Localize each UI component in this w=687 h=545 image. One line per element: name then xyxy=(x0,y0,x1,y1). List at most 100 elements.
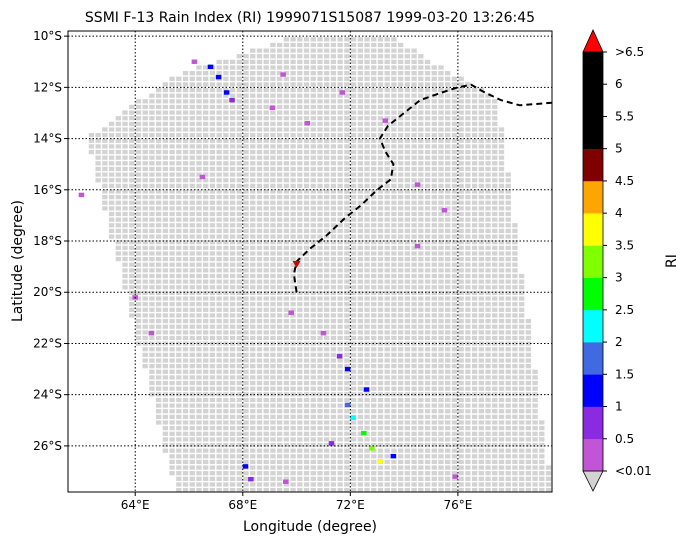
swath-pixel xyxy=(391,42,397,48)
swath-pixel xyxy=(357,110,363,115)
swath-pixel xyxy=(297,380,303,386)
swath-pixel xyxy=(498,194,505,200)
swath-pixel xyxy=(424,386,431,391)
swath-pixel xyxy=(465,375,471,380)
swath-pixel xyxy=(451,262,458,267)
swath-pixel xyxy=(290,217,296,222)
swath-pixel xyxy=(337,341,343,346)
swath-pixel xyxy=(478,228,484,234)
swath-pixel xyxy=(431,121,437,126)
swath-pixel xyxy=(492,414,498,419)
swath-pixel xyxy=(203,121,209,126)
swath-pixel xyxy=(391,138,397,143)
swath-pixel xyxy=(196,127,202,132)
swath-pixel xyxy=(438,178,444,183)
swath-pixel xyxy=(512,256,518,262)
swath-pixel xyxy=(330,183,337,188)
swath-pixel xyxy=(270,487,276,492)
rain-cell xyxy=(280,72,286,77)
swath-pixel xyxy=(135,166,142,172)
swath-pixel xyxy=(310,99,316,104)
swath-pixel xyxy=(445,211,451,217)
swath-pixel xyxy=(317,262,323,267)
swath-pixel xyxy=(451,166,458,172)
swath-pixel xyxy=(283,133,290,138)
swath-pixel xyxy=(498,206,505,211)
swath-pixel xyxy=(182,121,189,126)
swath-pixel xyxy=(438,476,444,481)
swath-pixel xyxy=(317,279,323,284)
swath-pixel xyxy=(324,341,330,346)
swath-pixel xyxy=(485,482,491,487)
swath-pixel xyxy=(324,48,330,53)
swath-pixel xyxy=(350,273,357,279)
swath-pixel xyxy=(149,194,155,200)
swath-pixel xyxy=(371,99,377,104)
swath-pixel xyxy=(404,87,411,93)
rain-cell xyxy=(148,330,155,336)
swath-pixel xyxy=(189,245,195,250)
swath-pixel xyxy=(498,256,505,262)
swath-pixel xyxy=(324,144,330,149)
swath-pixel xyxy=(364,285,370,290)
swath-pixel xyxy=(377,104,384,110)
swath-pixel xyxy=(492,211,498,217)
swath-pixel xyxy=(256,465,263,470)
swath-pixel xyxy=(357,211,363,217)
swath-pixel xyxy=(317,307,323,312)
swath-pixel xyxy=(391,133,397,138)
swath-pixel xyxy=(471,240,478,245)
swath-pixel xyxy=(250,330,256,335)
swath-pixel xyxy=(223,200,229,205)
swath-pixel xyxy=(371,194,377,200)
swath-pixel xyxy=(539,431,545,436)
swath-pixel xyxy=(505,178,511,183)
swath-pixel xyxy=(458,116,464,121)
swath-pixel xyxy=(498,138,505,143)
swath-pixel xyxy=(344,313,350,318)
swath-pixel xyxy=(324,223,330,228)
swath-pixel xyxy=(397,240,404,245)
swath-pixel xyxy=(337,426,343,431)
swath-pixel xyxy=(350,431,357,436)
swath-pixel xyxy=(310,302,316,307)
swath-pixel xyxy=(438,448,444,453)
swath-pixel xyxy=(162,228,169,234)
swath-pixel xyxy=(498,420,505,425)
swath-pixel xyxy=(169,454,175,459)
swath-pixel xyxy=(532,454,538,459)
swath-pixel xyxy=(465,335,471,341)
swath-pixel xyxy=(377,42,384,48)
swath-pixel xyxy=(505,194,511,200)
swath-pixel xyxy=(189,330,195,335)
swath-pixel xyxy=(418,302,424,307)
swath-pixel xyxy=(458,426,464,431)
swath-pixel xyxy=(391,194,397,200)
swath-pixel xyxy=(303,313,310,318)
swath-pixel xyxy=(357,335,363,341)
swath-pixel xyxy=(263,358,269,363)
swath-pixel xyxy=(478,110,484,115)
swath-pixel xyxy=(357,127,363,132)
map-axes: 64°E 68°E 72°E 76°E 10°S12°S14°S16°S18°S20°… xyxy=(33,29,553,512)
swath-pixel xyxy=(498,290,505,296)
swath-pixel xyxy=(384,307,390,312)
swath-pixel xyxy=(418,240,424,245)
swath-pixel xyxy=(518,347,525,352)
swath-pixel xyxy=(438,138,444,143)
swath-pixel xyxy=(229,335,236,341)
swath-pixel xyxy=(317,234,323,239)
swath-pixel xyxy=(256,426,263,431)
swath-pixel xyxy=(303,386,310,391)
swath-pixel xyxy=(169,459,175,465)
swath-pixel xyxy=(216,161,222,166)
swath-pixel xyxy=(344,397,350,403)
swath-pixel xyxy=(209,234,216,239)
swath-pixel xyxy=(384,403,390,408)
swath-pixel xyxy=(458,487,464,492)
swath-pixel xyxy=(404,420,411,425)
swath-pixel xyxy=(337,471,343,476)
swath-pixel xyxy=(297,465,303,470)
rain-cell xyxy=(414,182,421,187)
swath-pixel xyxy=(337,487,343,492)
